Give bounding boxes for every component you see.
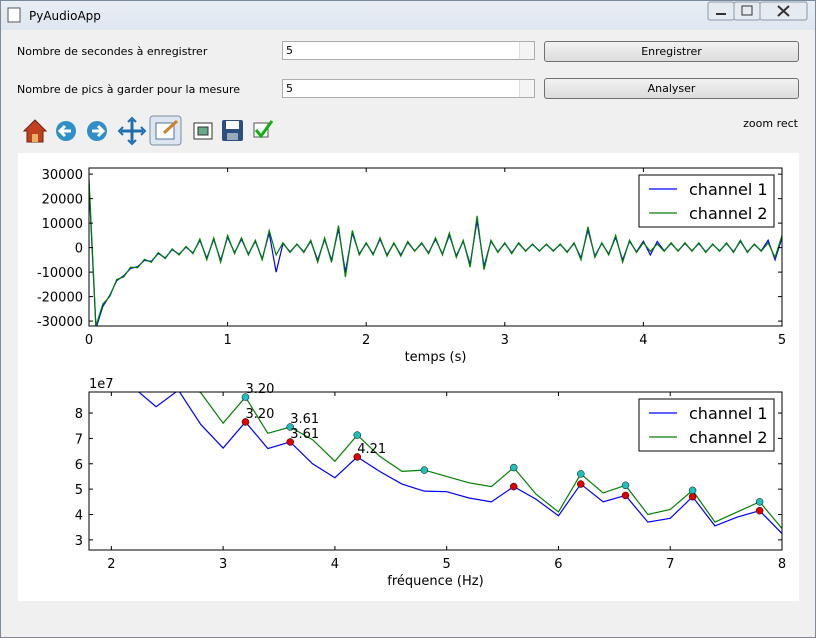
y-tick-label: 10000 (42, 217, 83, 232)
button[interactable]: Enregistrer (544, 41, 799, 62)
x-tick-label: 4 (331, 557, 339, 572)
forward-button[interactable] (87, 121, 107, 141)
peak-marker (755, 498, 764, 506)
x-axis-label: temps (s) (405, 350, 467, 365)
x-tick-label: 8 (778, 557, 786, 572)
x-tick-label: 2 (107, 557, 115, 572)
toolbar: zoom rect (22, 115, 799, 146)
peak-marker (241, 393, 250, 401)
subplots-button[interactable] (193, 122, 213, 140)
annotation: 4.21 (357, 442, 386, 457)
legend-label: channel 2 (689, 428, 768, 447)
peak-marker (286, 438, 294, 446)
y-tick-label: -20000 (37, 291, 83, 306)
form-label: Nombre de pics à garder pour la mesure (17, 83, 241, 96)
peak-marker (353, 453, 362, 461)
series-line (198, 392, 782, 529)
peak-marker (509, 463, 518, 472)
peak-marker (420, 466, 429, 474)
window-title: PyAudioApp (29, 9, 101, 23)
save-button[interactable] (222, 120, 243, 141)
title-decor: PyAudioApp (7, 1, 808, 23)
plot-area (137, 392, 782, 534)
y-tick-label: 20000 (42, 193, 83, 208)
y-tick-label: 0 (75, 242, 83, 257)
peak-marker (688, 486, 697, 495)
legend-box (638, 398, 775, 452)
peak-marker (621, 481, 630, 490)
form-label: Nombre de secondes à enregistrer (17, 45, 208, 58)
legend-label: channel 2 (689, 204, 768, 223)
legend-label: channel 1 (689, 180, 768, 199)
legend-label: channel 1 (689, 404, 768, 423)
series-line (137, 392, 782, 534)
x-tick-label: 1 (223, 333, 231, 348)
annotation: 3.61 (290, 427, 319, 442)
peak-marker (353, 431, 362, 439)
x-tick-label: 2 (362, 333, 370, 348)
legend-box (638, 174, 775, 228)
peak-marker (621, 491, 630, 500)
home-button[interactable] (22, 119, 48, 143)
x-tick-label: 4 (639, 333, 647, 348)
x-tick-label: 0 (85, 333, 93, 348)
toolbar-message: zoom rect (743, 117, 799, 130)
peak-marker (577, 480, 585, 488)
y-tick-label: 3 (75, 534, 83, 549)
x-tick-label: 6 (554, 557, 562, 572)
series-line (89, 178, 782, 326)
y-tick-label: -30000 (37, 315, 83, 330)
x-axis-label: fréquence (Hz) (387, 574, 483, 589)
peak-marker (241, 418, 250, 426)
x-tick-label: 5 (443, 557, 451, 572)
y-tick-label: 7 (75, 432, 83, 447)
offset-text: 1e7 (89, 377, 114, 392)
x-tick-label: 3 (219, 557, 227, 572)
spinbox[interactable]: 5 (282, 79, 535, 98)
annotation: 3.20 (245, 407, 274, 422)
axes-frame (88, 167, 783, 327)
y-tick-label: 6 (75, 458, 83, 473)
y-tick-label: -10000 (37, 266, 83, 281)
x-tick-label: 5 (778, 333, 786, 348)
y-tick-label: 5 (75, 483, 83, 498)
title-bar: PyAudioApp (1, 1, 815, 30)
plot-area (89, 178, 782, 326)
app-icon (7, 7, 21, 23)
back-button[interactable] (56, 121, 76, 141)
pan-button[interactable] (117, 116, 147, 146)
y-tick-label: 8 (75, 407, 83, 422)
x-tick-label: 7 (666, 557, 674, 572)
annotation: 3.20 (245, 382, 274, 397)
peak-marker (755, 506, 764, 515)
peak-marker (509, 482, 518, 491)
peak-marker (577, 470, 585, 478)
figure (18, 153, 799, 601)
x-tick-label: 3 (501, 333, 509, 348)
spinbox-value: 5 (286, 44, 293, 57)
peak-marker (688, 492, 697, 501)
peak-marker (286, 423, 294, 431)
spinbox[interactable]: 5 (282, 41, 535, 60)
annotation: 3.61 (290, 412, 319, 427)
check-button[interactable] (253, 120, 274, 139)
spinbox-value: 5 (286, 82, 293, 95)
button[interactable]: Analyser (544, 78, 799, 99)
zoom-button[interactable] (149, 115, 182, 146)
axes-frame (88, 391, 783, 551)
y-tick-label: 4 (75, 508, 83, 523)
y-tick-label: 30000 (42, 168, 83, 183)
